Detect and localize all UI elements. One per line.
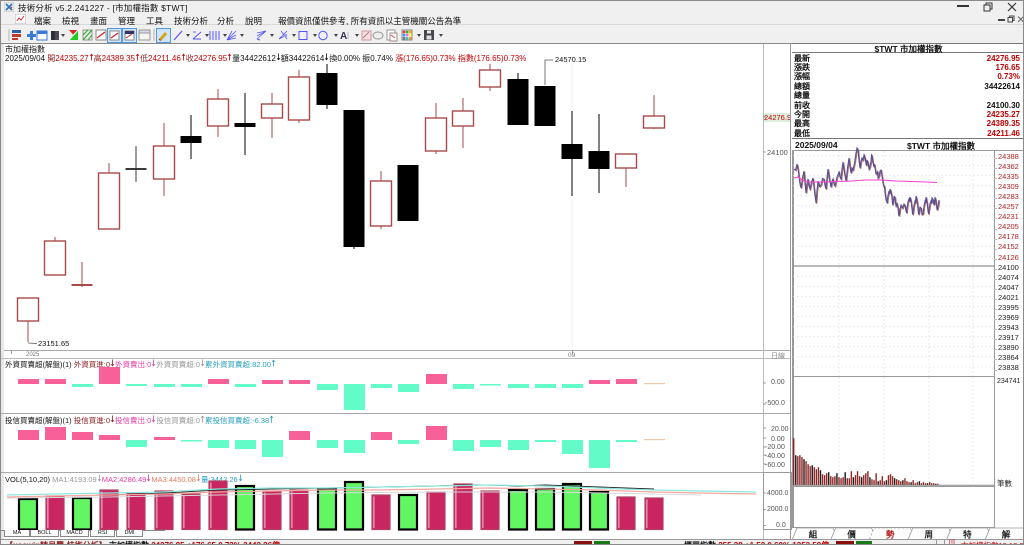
- svg-text:組: 組: [809, 530, 818, 540]
- svg-text:解: 解: [1002, 530, 1011, 540]
- svg-text:A: A: [340, 31, 347, 42]
- svg-text:價: 價: [846, 530, 856, 540]
- svg-text:周: 周: [925, 530, 934, 540]
- svg-text:24570.15: 24570.15: [555, 55, 586, 64]
- svg-text:23151.65: 23151.65: [38, 339, 69, 348]
- svg-text:勢: 勢: [886, 530, 895, 540]
- svg-text:特: 特: [963, 530, 972, 540]
